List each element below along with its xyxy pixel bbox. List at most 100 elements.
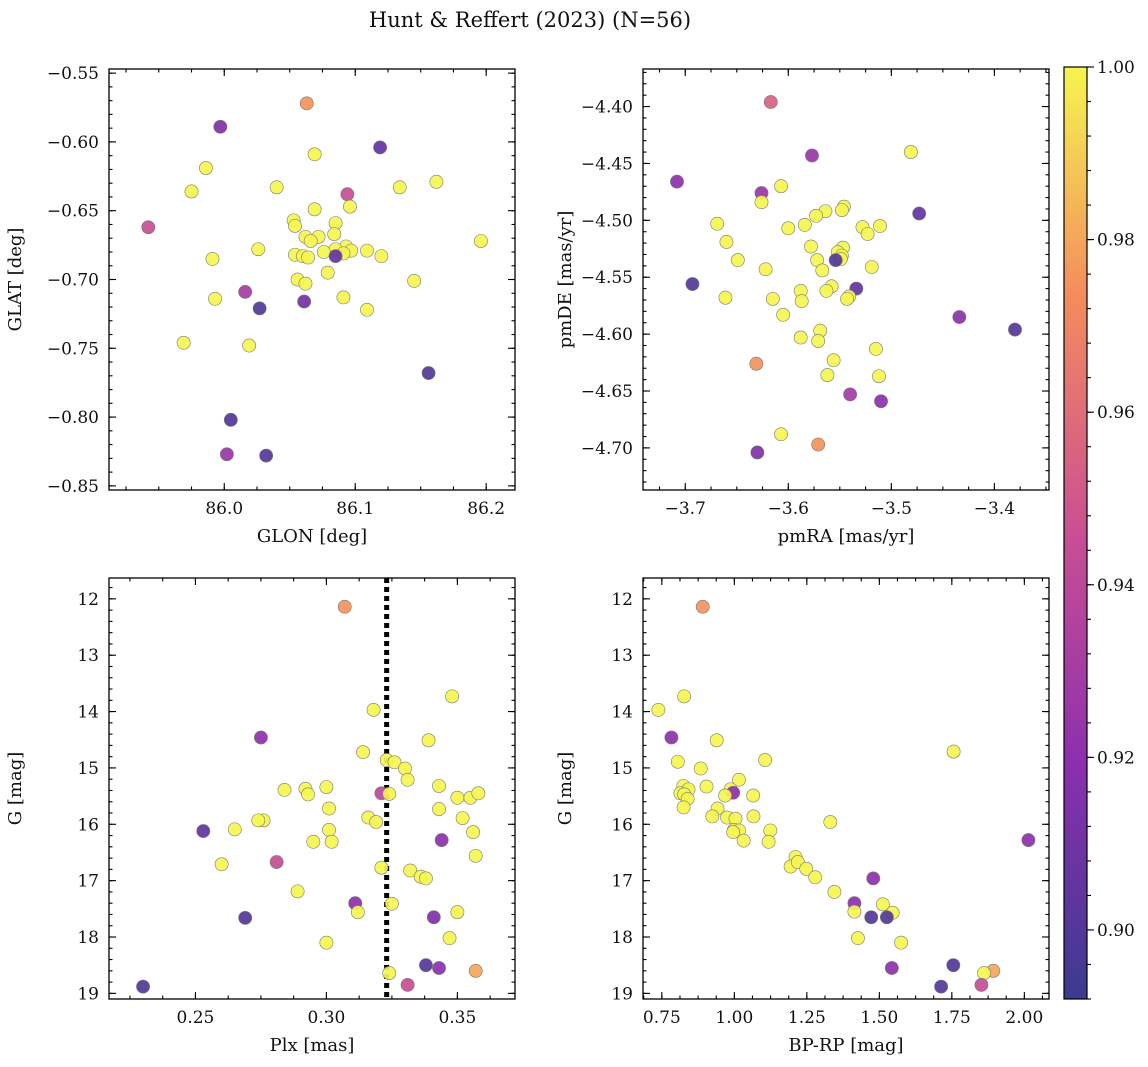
data-point [450, 905, 465, 920]
data-point [875, 897, 890, 912]
y-tick-label: −4.65 [581, 382, 633, 402]
data-point [403, 863, 418, 878]
data-point [736, 833, 751, 848]
data-point [400, 978, 415, 992]
y-tick-label: 17 [77, 872, 99, 892]
x-axis-label: Plx [mas] [270, 1035, 355, 1056]
data-point [874, 394, 888, 409]
y-tick-label: 12 [77, 590, 99, 610]
y-tick-label: 13 [611, 646, 633, 666]
data-point [758, 262, 773, 277]
data-point [366, 702, 381, 717]
x-tick-label: 0.25 [177, 1008, 215, 1028]
data-point [442, 931, 457, 946]
data-point [382, 786, 397, 801]
data-point [763, 95, 778, 109]
data-point [196, 824, 211, 838]
data-point [794, 294, 809, 309]
data-point [811, 437, 826, 452]
y-tick-label: 16 [611, 815, 633, 835]
data-point [327, 227, 342, 241]
data-point [374, 860, 389, 875]
data-point [419, 871, 433, 886]
data-point [670, 754, 685, 769]
data-point [811, 334, 826, 348]
data-point [693, 761, 708, 776]
y-tick-label: −0.80 [47, 408, 99, 428]
data-point [319, 935, 334, 950]
data-point [952, 310, 967, 324]
data-point [301, 787, 315, 802]
data-point [819, 283, 834, 298]
panel-glon_glat: 86.0 86.1 86.2 −0.55 −0.60 −0.65 −0.70 −0.75 −0.… [5, 64, 516, 547]
x-tick-label: −3.6 [768, 499, 809, 519]
y-tick-label: 12 [611, 590, 633, 610]
x-tick-label: 0.30 [307, 1008, 345, 1028]
data-point [797, 217, 812, 232]
y-axis-label: GLAT [deg] [5, 228, 26, 332]
y-tick-label: 17 [611, 872, 633, 892]
data-point [746, 788, 761, 803]
panels: 86.0 86.1 86.2 −0.55 −0.60 −0.65 −0.70 −0.75 −0.… [5, 64, 1050, 1056]
data-point [793, 330, 808, 345]
colorbar-tick-label: 0.92 [1097, 748, 1135, 768]
data-point [474, 234, 488, 248]
colorbar-ticks: 0.90 0.92 0.94 0.96 0.98 1.00 [1087, 58, 1135, 1000]
data-point [238, 910, 253, 925]
panel-plx_g: 0.25 0.30 0.35 12 13 14 15 16 17 18 19 Plx [mas] G [… [5, 577, 516, 1056]
data-point [750, 445, 765, 460]
data-point [749, 356, 764, 371]
data-point [432, 802, 446, 816]
data-point [429, 174, 444, 189]
y-axis-label: pmDE [mas/yr] [555, 211, 576, 349]
colorbar-tick-label: 1.00 [1097, 58, 1135, 78]
data-point [730, 253, 745, 268]
data-point [860, 227, 875, 241]
data-point [1008, 322, 1022, 337]
data-point [223, 412, 238, 427]
colorbar-tick-label: 0.98 [1097, 231, 1135, 251]
data-point [754, 195, 769, 210]
data-point [141, 220, 156, 235]
data-point [685, 277, 700, 291]
colorbar-tick-label: 0.90 [1097, 921, 1135, 941]
y-axis-label: G [mag] [5, 752, 26, 825]
data-point [815, 263, 830, 278]
data-point [303, 234, 318, 248]
data-point [840, 291, 854, 306]
colorbar-tick-label: 0.96 [1097, 403, 1135, 423]
x-tick-label: 2.00 [1005, 1008, 1043, 1028]
data-point [894, 935, 908, 950]
data-point [208, 291, 222, 306]
data-point [343, 199, 357, 214]
axes-frame [108, 577, 516, 1000]
data-point [820, 368, 835, 382]
data-point [205, 251, 220, 266]
x-tick-label: 1.00 [715, 1008, 753, 1028]
x-tick-label: 1.25 [788, 1008, 826, 1028]
data-point [252, 301, 267, 316]
data-point [879, 910, 894, 925]
data-point [677, 689, 692, 704]
y-tick-label: 19 [611, 984, 633, 1004]
panel-pm: −3.7 −3.6 −3.5 −3.4 −4.40 −4.45 −4.50 −4.55 −4.6… [555, 68, 1050, 547]
data-point [774, 179, 788, 194]
data-point [301, 250, 315, 265]
x-tick-label: −3.7 [665, 499, 706, 519]
data-point [471, 786, 486, 801]
data-point [290, 884, 305, 899]
data-point [277, 783, 292, 797]
data-point [776, 307, 791, 322]
x-axis-label: pmRA [mas/yr] [778, 526, 915, 547]
data-point [1021, 833, 1036, 847]
axes-frame [108, 68, 516, 491]
data-point [823, 815, 838, 829]
data-point [455, 811, 470, 825]
x-tick-label: 86.0 [205, 499, 243, 519]
data-point [710, 216, 725, 231]
data-point [695, 599, 710, 614]
data-point [176, 335, 191, 350]
data-point [259, 448, 274, 463]
data-point [808, 870, 823, 885]
